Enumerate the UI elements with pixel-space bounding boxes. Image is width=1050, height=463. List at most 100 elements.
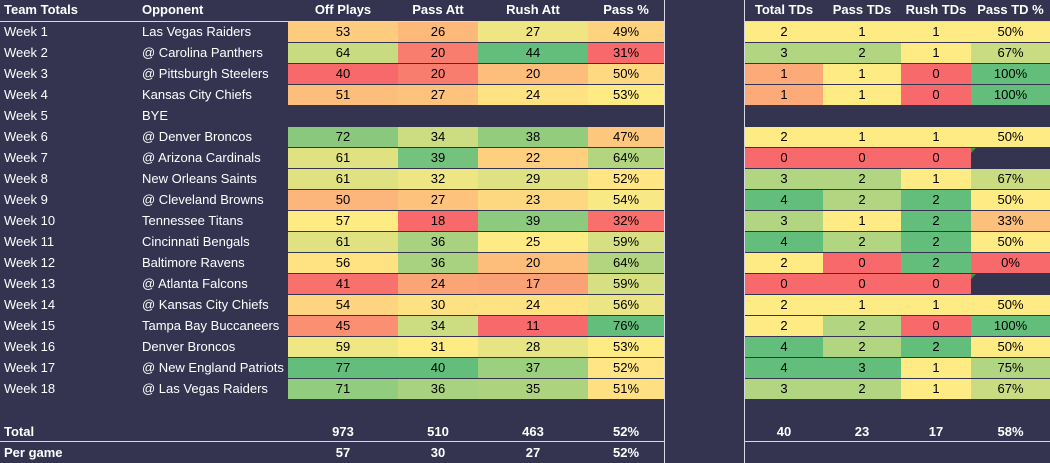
pass-pct-cell[interactable]: 32% xyxy=(588,211,664,231)
total-tds-cell[interactable] xyxy=(745,106,823,126)
rush-att-cell[interactable]: 25 xyxy=(478,232,588,252)
off-plays-cell[interactable]: 41 xyxy=(288,274,398,294)
off-plays-cell[interactable]: 71 xyxy=(288,379,398,399)
opponent-name[interactable]: @ Atlanta Falcons xyxy=(142,276,248,291)
rush-att-cell[interactable]: 28 xyxy=(478,337,588,357)
pass-att-cell[interactable]: 27 xyxy=(398,85,478,105)
off-plays-cell[interactable]: 72 xyxy=(288,127,398,147)
pass-pct-cell[interactable] xyxy=(588,106,664,126)
header-rush-att[interactable]: Rush Att xyxy=(506,2,560,17)
pass-att-cell[interactable]: 26 xyxy=(398,22,478,42)
pass-pct-cell[interactable]: 53% xyxy=(588,337,664,357)
pass-td-pct-cell[interactable]: 50% xyxy=(971,337,1050,357)
per-game-off-plays[interactable]: 57 xyxy=(335,445,351,460)
total-tds-cell[interactable]: 2 xyxy=(745,253,823,273)
pass-tds-cell[interactable]: 2 xyxy=(823,43,901,63)
rush-tds-cell[interactable]: 1 xyxy=(901,127,971,147)
pass-tds-cell[interactable]: 1 xyxy=(823,22,901,42)
off-plays-cell[interactable]: 64 xyxy=(288,43,398,63)
pass-td-pct-cell[interactable]: 33% xyxy=(971,211,1050,231)
rush-tds-cell[interactable]: 0 xyxy=(901,85,971,105)
rush-att-cell[interactable]: 24 xyxy=(478,295,588,315)
pass-att-cell[interactable]: 18 xyxy=(398,211,478,231)
week-label[interactable]: Week 14 xyxy=(4,297,56,312)
rush-att-cell[interactable]: 17 xyxy=(478,274,588,294)
rush-att-cell[interactable]: 35 xyxy=(478,379,588,399)
off-plays-cell[interactable]: 59 xyxy=(288,337,398,357)
pass-att-cell[interactable]: 32 xyxy=(398,169,478,189)
pass-tds-cell[interactable]: 1 xyxy=(823,211,901,231)
pass-pct-cell[interactable]: 54% xyxy=(588,190,664,210)
pass-att-cell[interactable]: 20 xyxy=(398,64,478,84)
off-plays-cell[interactable]: 61 xyxy=(288,148,398,168)
pass-td-pct-cell[interactable]: 50% xyxy=(971,22,1050,42)
pass-td-pct-cell[interactable]: 50% xyxy=(971,127,1050,147)
rush-att-cell[interactable]: 29 xyxy=(478,169,588,189)
total-rush-att[interactable]: 463 xyxy=(522,424,544,439)
rush-att-cell[interactable]: 23 xyxy=(478,190,588,210)
pass-pct-cell[interactable]: 64% xyxy=(588,148,664,168)
opponent-name[interactable]: @ Kansas City Chiefs xyxy=(142,297,269,312)
off-plays-cell[interactable]: 61 xyxy=(288,169,398,189)
off-plays-cell[interactable]: 53 xyxy=(288,22,398,42)
per-game-pass-att[interactable]: 30 xyxy=(430,445,446,460)
pass-tds-cell[interactable]: 2 xyxy=(823,337,901,357)
opponent-name[interactable]: @ Denver Broncos xyxy=(142,129,253,144)
off-plays-cell[interactable]: 56 xyxy=(288,253,398,273)
pass-att-cell[interactable]: 30 xyxy=(398,295,478,315)
total-tds-cell[interactable]: 2 xyxy=(745,295,823,315)
rush-tds-cell[interactable]: 2 xyxy=(901,253,971,273)
comment-indicator-icon[interactable] xyxy=(971,148,976,153)
pass-att-cell[interactable]: 39 xyxy=(398,148,478,168)
opponent-name[interactable]: Baltimore Ravens xyxy=(142,255,245,270)
total-tds-cell[interactable]: 1 xyxy=(745,85,823,105)
pass-pct-cell[interactable]: 49% xyxy=(588,22,664,42)
pass-tds-cell[interactable]: 1 xyxy=(823,85,901,105)
week-label[interactable]: Week 6 xyxy=(4,129,48,144)
opponent-name[interactable]: Denver Broncos xyxy=(142,339,236,354)
total-tds-cell[interactable]: 2 xyxy=(745,127,823,147)
pass-att-cell[interactable]: 36 xyxy=(398,379,478,399)
rush-tds-cell[interactable]: 0 xyxy=(901,316,971,336)
pass-pct-cell[interactable]: 50% xyxy=(588,64,664,84)
pass-td-pct-cell[interactable]: 100% xyxy=(971,316,1050,336)
pass-tds-cell[interactable]: 2 xyxy=(823,316,901,336)
rush-tds-cell[interactable]: 1 xyxy=(901,169,971,189)
rush-att-cell[interactable]: 24 xyxy=(478,85,588,105)
comment-indicator-icon[interactable] xyxy=(971,274,976,279)
pass-tds-cell[interactable]: 3 xyxy=(823,358,901,378)
opponent-name[interactable]: Tampa Bay Buccaneers xyxy=(142,318,280,333)
off-plays-cell[interactable]: 61 xyxy=(288,232,398,252)
pass-att-cell[interactable]: 34 xyxy=(398,127,478,147)
pass-td-pct-cell[interactable]: 100% xyxy=(971,85,1050,105)
pass-td-pct-cell[interactable]: 50% xyxy=(971,232,1050,252)
rush-att-cell[interactable]: 39 xyxy=(478,211,588,231)
pass-td-pct-cell[interactable]: 67% xyxy=(971,379,1050,399)
pass-att-cell[interactable]: 27 xyxy=(398,190,478,210)
rush-tds-cell[interactable]: 1 xyxy=(901,379,971,399)
pass-td-pct-cell[interactable] xyxy=(971,106,1050,126)
pass-pct-cell[interactable]: 51% xyxy=(588,379,664,399)
off-plays-cell[interactable] xyxy=(288,106,398,126)
total-rush-tds[interactable]: 17 xyxy=(928,424,944,439)
pass-pct-cell[interactable]: 56% xyxy=(588,295,664,315)
per-game-pass-pct[interactable]: 52% xyxy=(612,445,640,460)
rush-tds-cell[interactable]: 2 xyxy=(901,211,971,231)
pass-td-pct-cell[interactable]: 50% xyxy=(971,190,1050,210)
header-pass-td-pct[interactable]: Pass TD % xyxy=(977,2,1044,17)
week-label[interactable]: Week 5 xyxy=(4,108,48,123)
opponent-name[interactable]: @ Arizona Cardinals xyxy=(142,150,261,165)
rush-tds-cell[interactable]: 1 xyxy=(901,295,971,315)
opponent-name[interactable]: Kansas City Chiefs xyxy=(142,87,252,102)
pass-pct-cell[interactable]: 76% xyxy=(588,316,664,336)
pass-pct-cell[interactable]: 47% xyxy=(588,127,664,147)
total-tds-cell[interactable]: 0 xyxy=(745,148,823,168)
rush-tds-cell[interactable]: 2 xyxy=(901,337,971,357)
rush-tds-cell[interactable]: 1 xyxy=(901,43,971,63)
pass-td-pct-cell[interactable] xyxy=(971,274,1050,294)
total-tds-cell[interactable]: 0 xyxy=(745,274,823,294)
pass-tds-cell[interactable]: 0 xyxy=(823,274,901,294)
header-team-totals[interactable]: Team Totals xyxy=(4,2,78,17)
pass-att-cell[interactable]: 34 xyxy=(398,316,478,336)
rush-tds-cell[interactable]: 0 xyxy=(901,148,971,168)
